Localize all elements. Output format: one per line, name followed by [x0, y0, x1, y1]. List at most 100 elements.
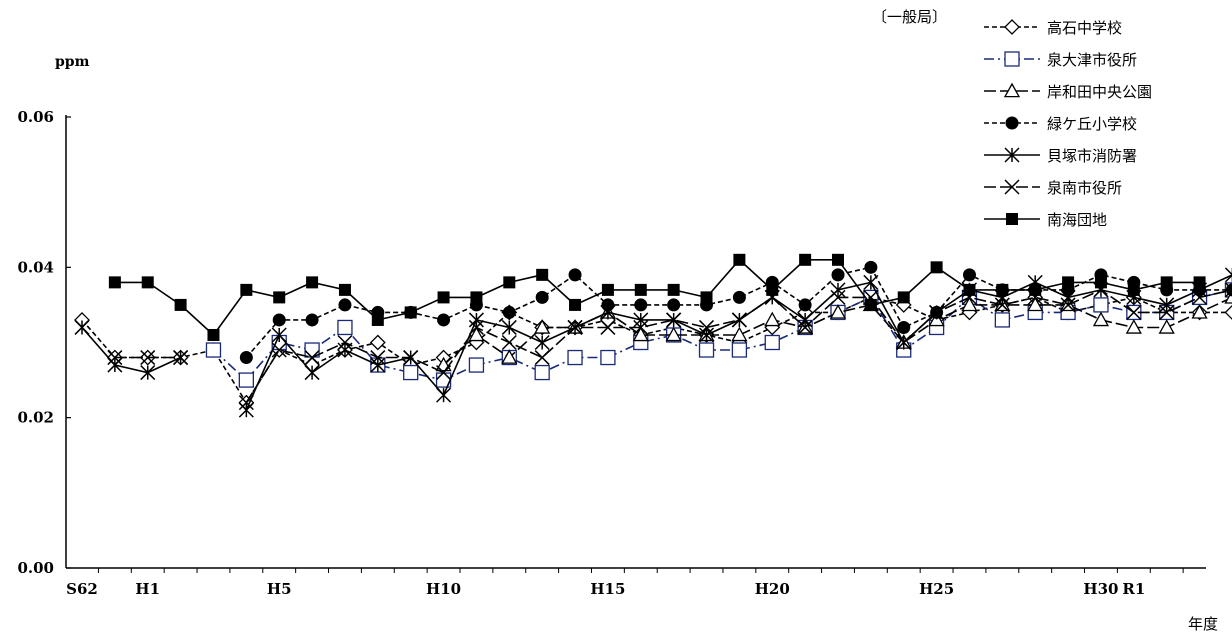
data-point [107, 357, 123, 373]
data-point [1127, 283, 1140, 296]
data-point [567, 319, 583, 335]
data-point [698, 342, 715, 358]
y-tick-label: 0.04 [17, 258, 54, 276]
y-tick-label: 0.02 [17, 409, 54, 427]
legend-item: 泉大津市役所 [984, 51, 1137, 69]
data-point [1004, 19, 1020, 35]
data-point [437, 291, 450, 304]
data-point [273, 291, 286, 304]
data-point [632, 326, 649, 342]
data-point [403, 350, 419, 366]
legend-label: 岸和田中央公園 [1047, 83, 1152, 101]
data-point [1224, 282, 1232, 298]
data-point [205, 342, 222, 358]
data-point [1225, 283, 1232, 297]
data-point [732, 290, 746, 304]
data-point [436, 387, 452, 403]
data-point [370, 357, 386, 373]
data-point [1004, 147, 1020, 163]
data-point [569, 298, 582, 311]
data-point [962, 268, 976, 282]
data-point [897, 291, 910, 304]
data-point [534, 364, 550, 381]
data-point [864, 260, 878, 274]
station-category-label: 〔一般局〕 [872, 8, 947, 26]
data-point [665, 326, 682, 342]
data-point [535, 290, 549, 304]
data-point [468, 357, 485, 373]
data-point [698, 319, 715, 335]
chart-axes: 0.00 0.02 0.04 0.06 S62 H1 H5 H10 H15 H20 H25 H30 R1 [17, 108, 1206, 598]
data-point [369, 334, 386, 351]
data-point [534, 350, 550, 366]
data-point [534, 334, 550, 351]
legend-item: 貝塚市消防署 [984, 147, 1137, 165]
data-point [436, 365, 452, 381]
data-point [1224, 267, 1232, 283]
data-point [1004, 51, 1020, 67]
legend-item: 高石中学校 [984, 19, 1122, 37]
data-point [568, 268, 582, 282]
data-point [797, 319, 813, 335]
data-point [370, 350, 386, 366]
data-point [1005, 116, 1019, 130]
series-line [212, 289, 1232, 382]
series-line [114, 258, 1200, 337]
data-point [304, 350, 320, 366]
data-point [1092, 311, 1110, 327]
data-point [1004, 179, 1020, 195]
data-point [864, 298, 877, 311]
data-point [929, 304, 945, 320]
data-point [1027, 296, 1044, 312]
data-point [1006, 213, 1018, 225]
data-point [961, 296, 978, 312]
legend-label: 高石中学校 [1047, 19, 1122, 37]
x-tick-label: H30 [1083, 580, 1118, 598]
series-x [107, 282, 1232, 411]
data-point [634, 298, 648, 312]
data-point [238, 395, 254, 411]
data-point [1062, 276, 1075, 289]
data-point [830, 289, 846, 305]
data-point [830, 282, 846, 298]
data-point [766, 283, 779, 296]
data-point [501, 349, 518, 364]
data-point [896, 334, 912, 351]
data-point [74, 319, 90, 335]
data-point [238, 402, 254, 418]
data-point [633, 319, 649, 335]
legend-item: 泉南市役所 [984, 179, 1122, 197]
data-point [470, 291, 483, 304]
data-point [996, 283, 1009, 296]
data-point [305, 313, 319, 327]
data-point [731, 326, 748, 342]
data-point [1003, 82, 1021, 98]
data-point [994, 312, 1010, 328]
data-point [404, 306, 417, 319]
data-point [108, 276, 121, 289]
series-filled-square [108, 253, 1206, 341]
x-tick-label: H20 [755, 580, 790, 598]
x-tick-label: H25 [919, 580, 954, 598]
data-point [1126, 304, 1142, 320]
data-point [601, 283, 614, 296]
data-point [831, 268, 845, 282]
data-point [501, 319, 517, 335]
chart-series [74, 253, 1232, 418]
data-point [536, 268, 549, 281]
series-triangle [435, 289, 1232, 372]
series-line [81, 296, 1232, 405]
x-tick-label: H5 [267, 580, 292, 598]
data-point [1224, 289, 1232, 304]
data-point [1159, 304, 1175, 320]
data-point [371, 313, 384, 326]
data-point [240, 283, 253, 296]
data-point [698, 327, 715, 343]
x-tick-label: H15 [590, 580, 625, 598]
data-point [1060, 297, 1076, 313]
data-point [1029, 283, 1042, 296]
data-point [468, 312, 484, 328]
x-tick-label: H10 [426, 580, 461, 598]
